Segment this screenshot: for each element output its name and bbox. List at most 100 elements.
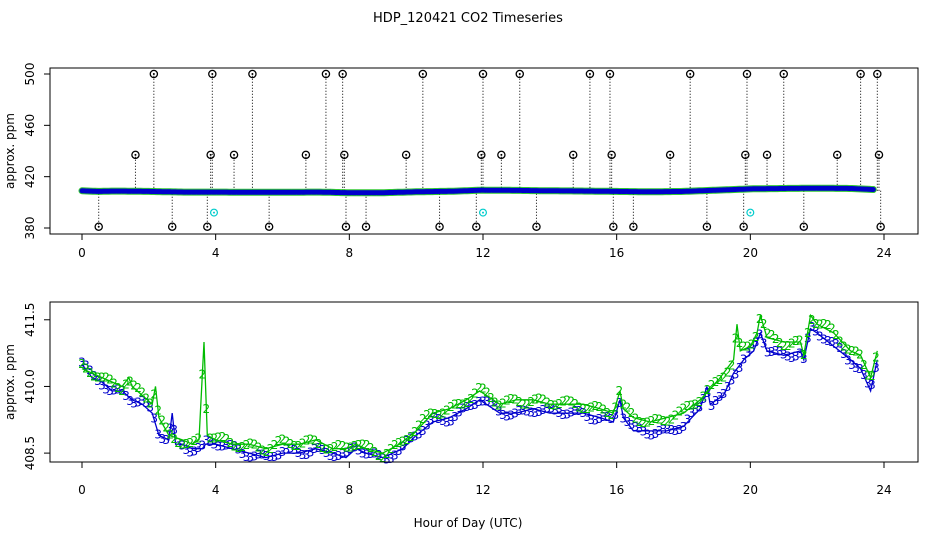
series-2-point: 2 [202, 402, 210, 416]
series-3-point: 3 [756, 327, 764, 341]
series-3-point: 3 [656, 424, 664, 438]
bottom-panel-marks: 3333333333333333333333333333333333333333… [78, 312, 880, 466]
series-3-point: 3 [864, 377, 872, 391]
series-2-point: 2 [804, 326, 812, 340]
series-3-point: 3 [708, 399, 716, 413]
series-2-point: 2 [656, 413, 664, 427]
outlier-point [206, 150, 215, 160]
series-3-point: 3 [535, 405, 543, 419]
series-3-point: 3 [744, 346, 752, 360]
series-2-point: 2 [664, 414, 672, 428]
series-2-point: 2 [118, 384, 126, 398]
series-2-point: 2 [828, 322, 836, 336]
series-2-point: 2 [98, 371, 106, 385]
series-3-point: 3 [295, 446, 303, 460]
series-2-point: 2 [231, 440, 239, 454]
top-x-tick-label: 0 [78, 246, 86, 260]
series-2-point: 2 [138, 386, 146, 400]
page-title: HDP_120421 CO2 Timeseries [373, 11, 563, 26]
series-2-point: 2 [487, 391, 495, 405]
flag-point [209, 208, 218, 217]
series-3-point: 3 [692, 402, 700, 416]
outlier-point-center [612, 225, 615, 228]
series-2-point: 2 [122, 377, 130, 391]
series-3-point: 3 [712, 394, 720, 408]
series-3-point: 3 [363, 448, 371, 462]
outlier-point [229, 150, 239, 160]
series-2-point: 2 [263, 445, 271, 459]
series-2-point: 2 [150, 388, 158, 402]
series-2-point: 2 [692, 398, 700, 412]
outlier-point [94, 222, 103, 231]
series-3-point: 3 [431, 411, 439, 425]
outlier-point [532, 222, 541, 231]
series-3-point: 3 [419, 424, 427, 438]
outlier-point [340, 150, 349, 160]
series-3-point: 3 [652, 427, 660, 441]
series-2-point: 2 [351, 439, 359, 453]
series-3-point: 3 [387, 452, 395, 466]
outlier-point [472, 222, 481, 231]
series-3-point: 3 [664, 422, 672, 436]
flag-point [746, 208, 755, 217]
series-2-point: 2 [808, 313, 816, 327]
outlier-point [779, 69, 789, 79]
series-2-point: 2 [343, 441, 351, 455]
series-2-point: 2 [824, 318, 832, 332]
series-3-point: 3 [607, 412, 615, 426]
outlier-point-center [475, 225, 478, 228]
flag-point-center [212, 211, 215, 214]
series-2-point: 2 [383, 447, 391, 461]
series-2-point: 2 [519, 397, 527, 411]
series-3-point: 3 [287, 441, 295, 455]
series-3-point: 3 [299, 448, 307, 462]
outlier-point [605, 69, 615, 79]
outlier-point [248, 69, 257, 79]
series-3-point: 3 [507, 409, 515, 423]
series-2-point: 2 [134, 381, 142, 395]
top-x-tick-label: 16 [609, 246, 624, 260]
top-plot-frame [49, 67, 919, 235]
outlier-point [629, 222, 638, 231]
series-2-point: 2 [190, 434, 198, 448]
series-2-point: 2 [363, 438, 371, 452]
series-2-point: 2 [403, 433, 411, 447]
outlier-point [149, 69, 159, 79]
series-3-point: 3 [551, 403, 559, 417]
series-3-point: 3 [182, 443, 190, 457]
series-2-point: 2 [431, 407, 439, 421]
series-3-point: 3 [399, 439, 407, 453]
series-3-point: 3 [539, 403, 547, 417]
series-2-point: 2 [243, 438, 251, 452]
bottom-plot-frame [49, 301, 919, 463]
bottom-x-tick-label: 12 [475, 483, 490, 497]
outlier-point [856, 69, 865, 79]
series-2-point: 2 [387, 442, 395, 456]
series-3-point: 3 [355, 444, 363, 458]
series-2-point: 2 [271, 438, 279, 452]
series-2-point: 2 [483, 385, 491, 399]
series-2-point: 2 [223, 432, 231, 446]
series-3-point: 3 [130, 396, 138, 410]
series-3-point: 3 [796, 346, 804, 360]
series-2-point: 2 [688, 398, 696, 412]
outlier-point-center [341, 73, 344, 75]
series-2-point: 2 [784, 339, 792, 353]
outlier-point-center [304, 153, 307, 156]
series-2-point: 2 [279, 433, 287, 447]
series-3-point: 3 [146, 400, 154, 414]
series-3-point: 3 [828, 335, 836, 349]
outlier-point-center [152, 73, 155, 75]
series-2-point: 2 [315, 437, 323, 451]
series-3-point: 3 [467, 399, 475, 413]
series-2-point: 2 [206, 432, 214, 446]
series-3-point: 3 [852, 361, 860, 375]
series-2-point: 2 [619, 397, 627, 411]
outlier-point-center [97, 225, 100, 228]
series-2-point: 2 [130, 379, 138, 393]
series-2-point: 2 [599, 403, 607, 417]
series-2-point: 2 [652, 412, 660, 426]
series-2-point: 2 [194, 431, 202, 445]
series-2-point: 2 [182, 437, 190, 451]
series-3-line [81, 327, 878, 459]
